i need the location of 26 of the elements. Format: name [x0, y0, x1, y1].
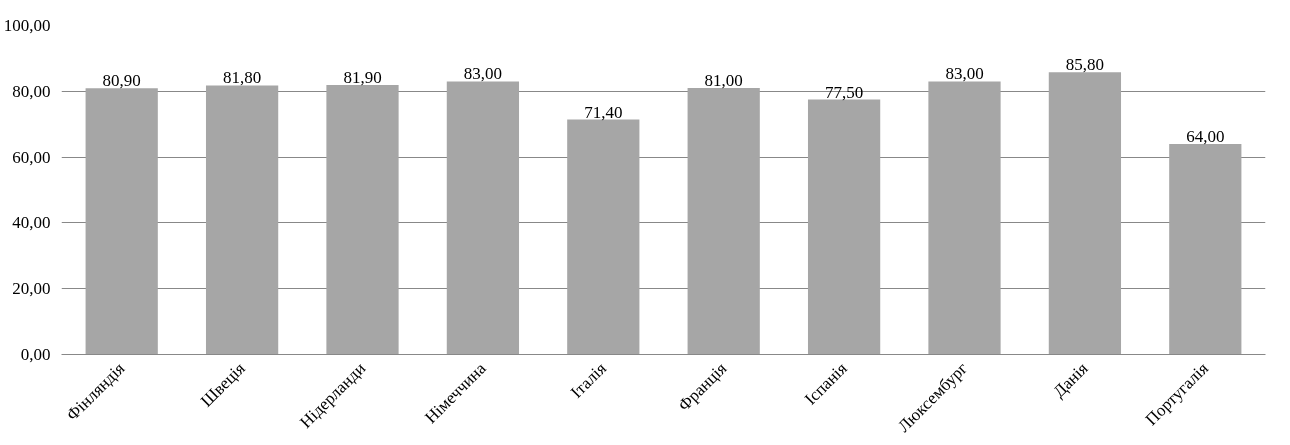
bar — [446, 81, 520, 355]
bar — [1048, 72, 1122, 355]
bar — [326, 85, 399, 355]
bar — [85, 88, 158, 355]
bar — [567, 119, 640, 355]
y-tick-label: 80,00 — [12, 81, 51, 101]
data-label: 77,50 — [824, 82, 864, 102]
bar — [687, 88, 760, 355]
data-label: 71,40 — [584, 102, 623, 122]
bar — [1169, 143, 1242, 355]
y-tick-label: 20,00 — [12, 279, 51, 299]
data-label: 83,00 — [463, 64, 503, 84]
data-label: 80,90 — [102, 71, 141, 91]
bar — [928, 81, 1001, 355]
y-tick-label: 0,00 — [20, 345, 51, 364]
data-label: 83,00 — [945, 64, 984, 84]
y-tick-label: 40,00 — [12, 213, 51, 233]
bar — [205, 85, 279, 355]
data-label: 81,00 — [704, 71, 743, 91]
y-tick-label: 60,00 — [12, 147, 51, 167]
bar — [807, 99, 881, 355]
data-label: 81,80 — [222, 68, 262, 88]
data-label: 81,90 — [343, 68, 382, 88]
y-tick-label: 100,00 — [3, 16, 51, 35]
data-label: 64,00 — [1186, 126, 1225, 146]
data-label: 85,80 — [1065, 55, 1105, 75]
